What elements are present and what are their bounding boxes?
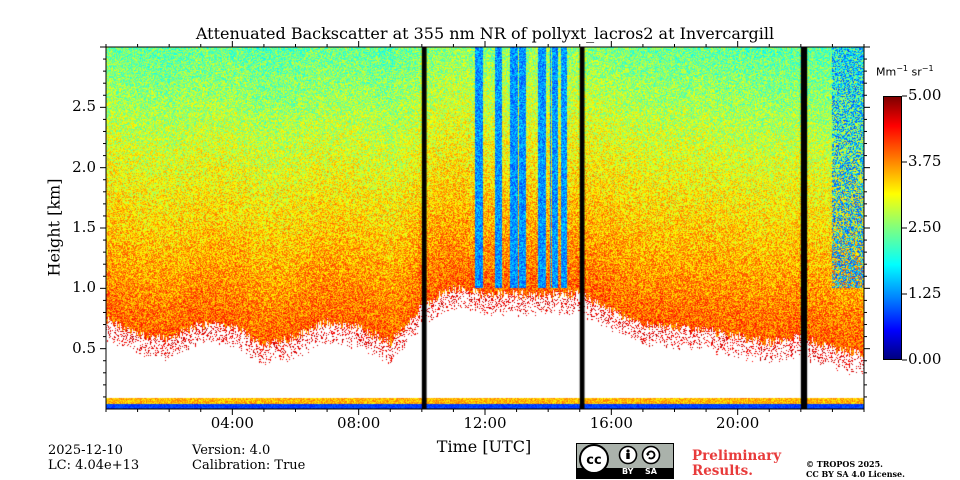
x-axis-label: Time [UTC]	[436, 437, 532, 456]
x-tick-label: 12:00	[463, 414, 507, 432]
x-tick-label: 16:00	[589, 414, 633, 432]
y-tick-label: 2.5	[72, 97, 96, 116]
y-tick-label: 1.0	[72, 278, 96, 297]
footer-calibration: Calibration: True	[192, 458, 306, 473]
x-tick-label: 04:00	[210, 414, 254, 432]
y-tick-label: 1.5	[72, 218, 96, 236]
cc-license-badge: cc BY SA	[576, 443, 674, 479]
backscatter-heatmap	[106, 47, 864, 409]
footer-date: 2025-12-10	[48, 443, 123, 458]
copyright-line2: CC BY SA 4.0 License.	[806, 469, 905, 479]
preliminary-line1: Preliminary	[692, 448, 782, 464]
x-tick-label: 08:00	[337, 414, 381, 432]
colorbar-tick-label: 1.25	[908, 284, 942, 302]
colorbar-unit: Mm−1 sr−1	[876, 64, 934, 79]
y-tick-label: 2.0	[72, 157, 96, 176]
colorbar-unit-exp1: −1	[896, 64, 909, 73]
colorbar	[883, 96, 902, 360]
cc-sa-label: SA	[645, 467, 657, 476]
footer-version: Version: 4.0	[192, 443, 271, 458]
plot-frame	[105, 46, 865, 410]
y-tick-label: 0.5	[72, 338, 96, 357]
footer-lc: LC: 4.04e+13	[48, 458, 140, 473]
colorbar-unit-mid: sr	[908, 65, 922, 79]
cc-by-label: BY	[622, 467, 634, 476]
chart-title: Attenuated Backscatter at 355 nm NR of p…	[195, 24, 775, 43]
colorbar-tick-label: 3.75	[908, 152, 942, 170]
colorbar-unit-exp2: −1	[921, 64, 934, 73]
x-tick-label: 20:00	[716, 414, 760, 432]
copyright-notice: © TROPOS 2025. CC BY SA 4.0 License.	[806, 459, 905, 479]
preliminary-notice: Preliminary Results.	[692, 449, 781, 479]
colorbar-tick-label: 0.00	[908, 350, 942, 368]
svg-text:cc: cc	[586, 453, 601, 468]
colorbar-tick-label: 2.50	[908, 218, 942, 236]
colorbar-unit-base: Mm	[876, 65, 897, 79]
preliminary-line2: Results.	[692, 463, 753, 479]
colorbar-tick-label: 5.00	[908, 86, 942, 104]
copyright-line1: © TROPOS 2025.	[806, 459, 883, 469]
